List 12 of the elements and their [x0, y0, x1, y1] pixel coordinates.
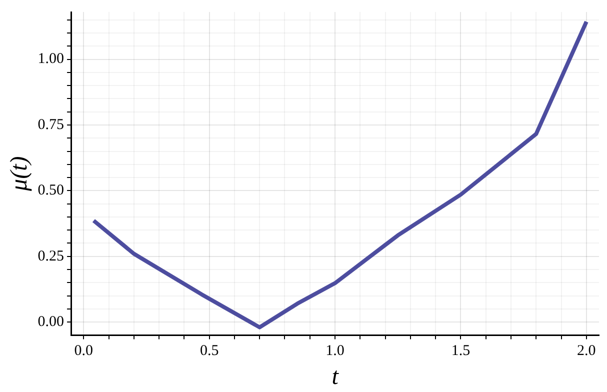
y-tick-label: 1.00: [38, 51, 64, 68]
x-tick-label: 1.0: [326, 343, 344, 360]
y-tick-label: 0.00: [38, 314, 64, 330]
x-tick-label: 2.0: [577, 343, 596, 360]
y-axis-title: μ(t): [6, 156, 33, 192]
x-tick-label: 1.5: [451, 343, 470, 360]
x-tick-label: 0.5: [200, 343, 219, 360]
y-tick-label: 0.50: [38, 182, 64, 199]
y-tick-label: 0.75: [38, 116, 64, 133]
x-axis-title: t: [332, 364, 340, 390]
x-tick-label: 0.0: [74, 343, 93, 360]
y-tick-label: 0.25: [38, 248, 64, 264]
